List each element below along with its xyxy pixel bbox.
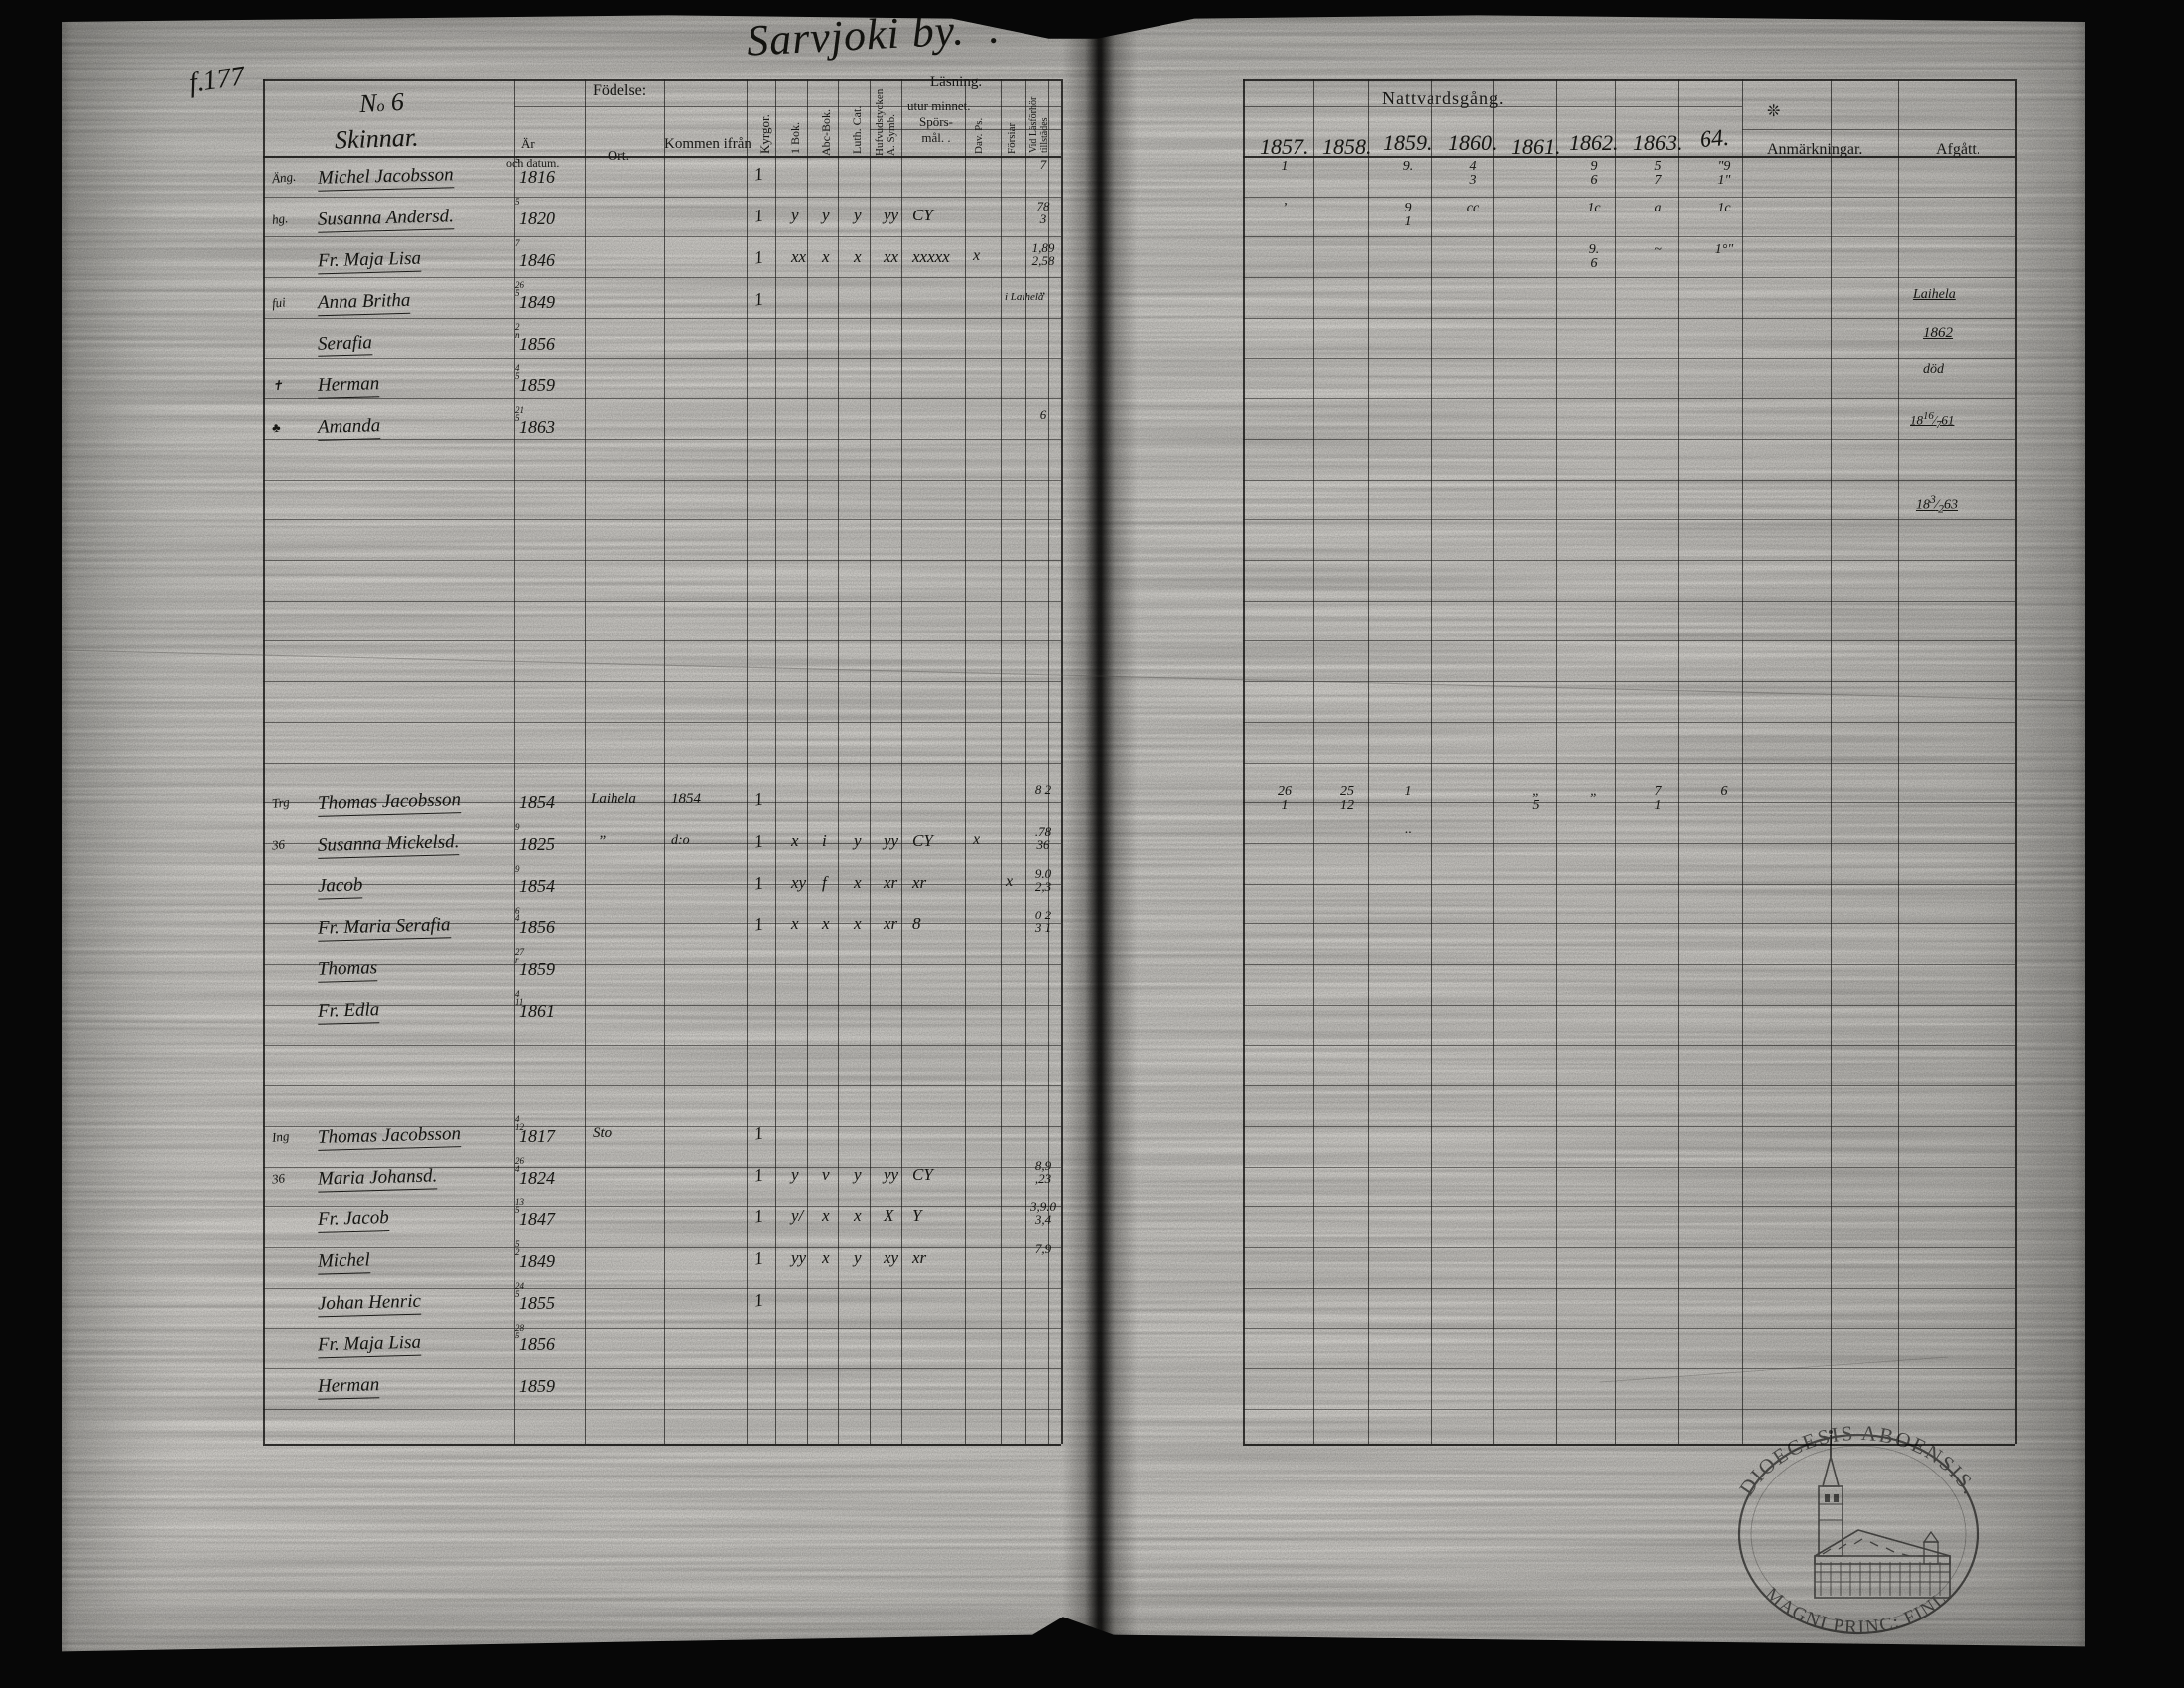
svg-text:MAGNI PRINC: FINL.: MAGNI PRINC: FINL. (1761, 1584, 1956, 1638)
svg-text:DIOECESIS ABOENSIS.: DIOECESIS ABOENSIS. (1734, 1421, 1982, 1500)
